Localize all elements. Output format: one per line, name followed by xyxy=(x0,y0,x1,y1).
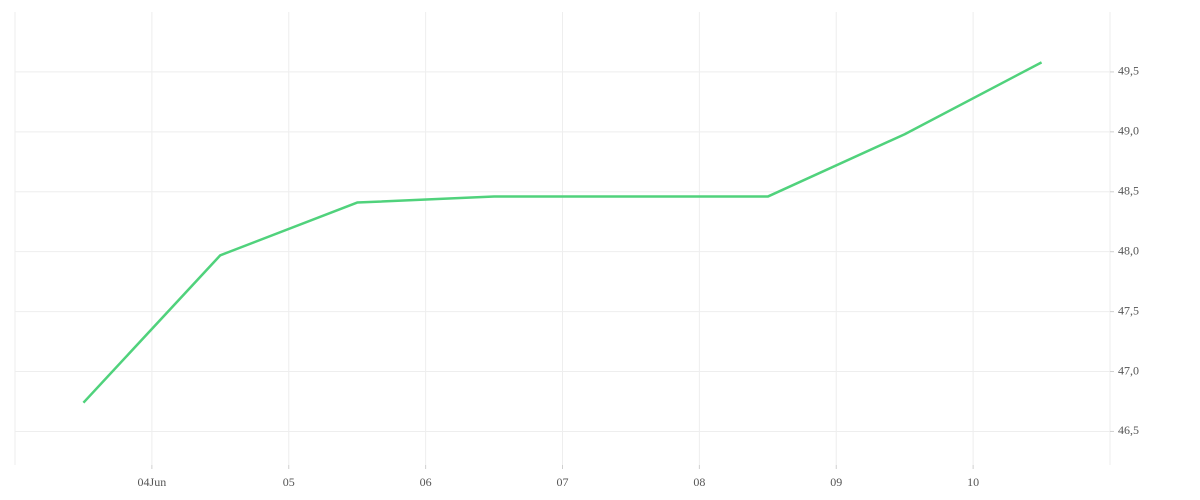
y-tick-label: 49,5 xyxy=(1118,64,1139,78)
y-tick-label: 48,0 xyxy=(1118,243,1139,257)
x-tick-label: 05 xyxy=(283,475,295,489)
x-tick-label: 09 xyxy=(830,475,842,489)
x-tick-label: 04Jun xyxy=(138,475,167,489)
y-tick-label: 49,0 xyxy=(1118,124,1139,138)
y-tick-label: 47,0 xyxy=(1118,363,1139,377)
line-series xyxy=(82,61,1043,404)
x-tick-label: 08 xyxy=(693,475,705,489)
y-tick-label: 46,5 xyxy=(1118,423,1139,437)
x-tick-label: 06 xyxy=(420,475,432,489)
x-tick-label: 10 xyxy=(967,475,979,489)
x-tick-label: 07 xyxy=(557,475,569,489)
y-tick-label: 47,5 xyxy=(1118,303,1139,317)
y-tick-label: 48,5 xyxy=(1118,184,1139,198)
